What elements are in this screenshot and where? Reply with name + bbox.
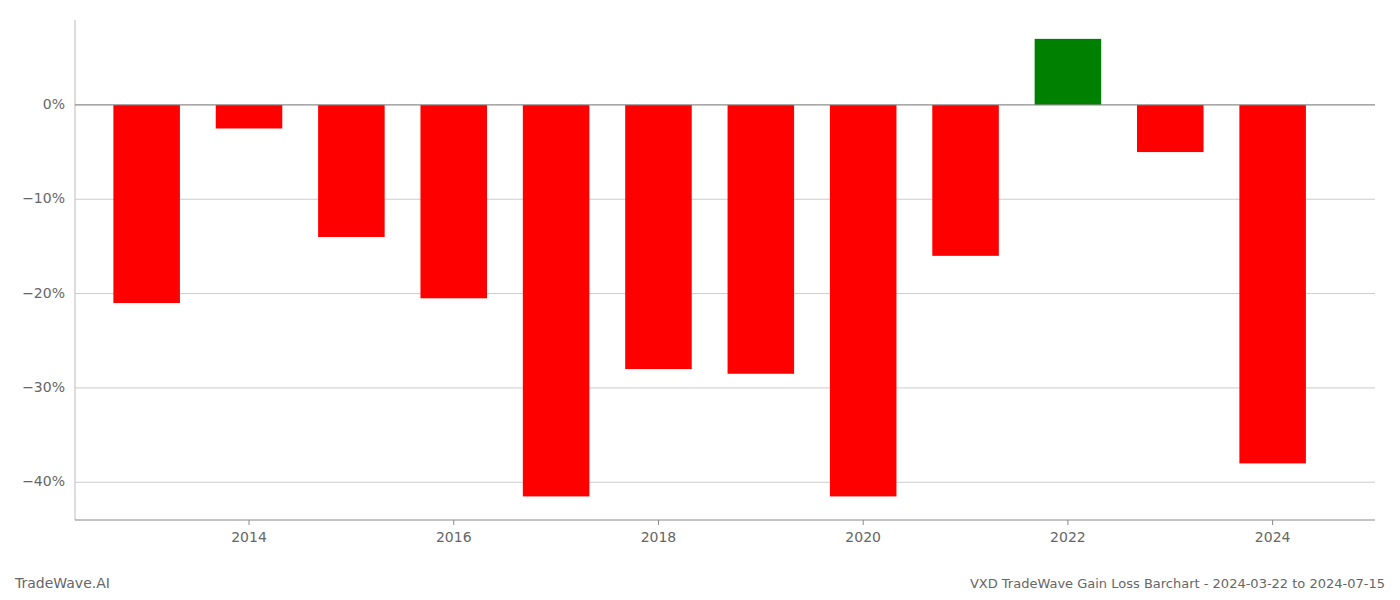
x-tick-label: 2024 bbox=[1255, 529, 1291, 545]
grid-line bbox=[75, 104, 1375, 105]
zero-line bbox=[75, 104, 1375, 105]
x-tick-label: 2022 bbox=[1050, 529, 1086, 545]
y-tick-label: 0% bbox=[43, 96, 65, 112]
x-tick-label: 2014 bbox=[231, 529, 267, 545]
x-tick bbox=[249, 520, 250, 525]
x-tick-label: 2018 bbox=[641, 529, 677, 545]
title: VXD TradeWave Gain Loss Barchart - 2024-… bbox=[970, 576, 1385, 591]
y-tick-label: −40% bbox=[22, 473, 65, 489]
y-axis-line bbox=[75, 20, 76, 520]
x-tick bbox=[453, 520, 454, 525]
bar bbox=[318, 105, 385, 237]
bar bbox=[728, 105, 795, 374]
bar bbox=[830, 105, 897, 497]
grid-line bbox=[75, 293, 1375, 294]
bars bbox=[113, 39, 1306, 497]
bar bbox=[523, 105, 590, 497]
x-tick-label: 2020 bbox=[845, 529, 881, 545]
bar bbox=[1035, 39, 1102, 105]
bar bbox=[113, 105, 180, 303]
bar bbox=[420, 105, 487, 298]
chart: −40% −30% −20% −10% 0% 2014 2016 2018 2020 2022 20… bbox=[0, 0, 1400, 600]
x-tick bbox=[658, 520, 659, 525]
grid-line bbox=[75, 199, 1375, 200]
x-tick bbox=[1067, 520, 1068, 525]
bar bbox=[1239, 105, 1306, 463]
grid-line bbox=[75, 387, 1375, 388]
y-tick-label: −30% bbox=[22, 379, 65, 395]
bar bbox=[625, 105, 692, 369]
grid-line bbox=[75, 482, 1375, 483]
bar bbox=[1137, 105, 1204, 152]
x-axis-line bbox=[75, 520, 1375, 521]
y-tick-label: −10% bbox=[22, 190, 65, 206]
y-tick-label: −20% bbox=[22, 285, 65, 301]
bar bbox=[216, 105, 283, 129]
x-tick bbox=[1272, 520, 1273, 525]
grid bbox=[75, 105, 1375, 482]
watermark: TradeWave.AI bbox=[14, 575, 110, 591]
x-tick bbox=[863, 520, 864, 525]
bar bbox=[932, 105, 999, 256]
x-tick-label: 2016 bbox=[436, 529, 472, 545]
